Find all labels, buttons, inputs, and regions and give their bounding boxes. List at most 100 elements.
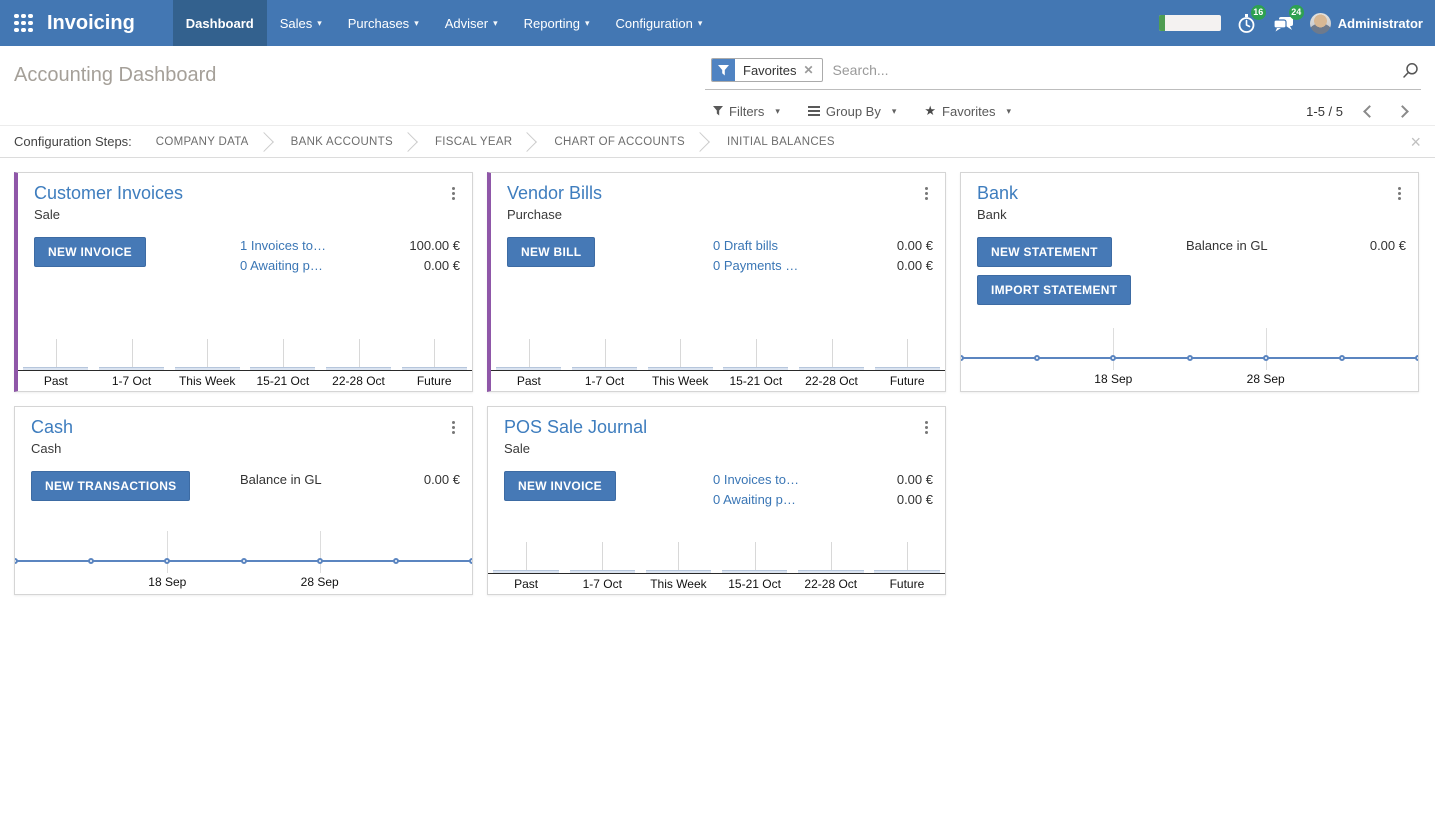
chart-point [1415,355,1418,361]
chart-label: This Week [178,374,236,388]
search-bar: Favorites ✕ [705,54,1421,90]
nav-menu-purchases[interactable]: Purchases ▾ [347,15,419,31]
pager-previous-icon[interactable] [1363,104,1376,118]
apps-grid-icon [14,13,33,33]
top-navbar: Invoicing Dashboard Sales ▾ Purchases ▾ Advis… [0,0,1435,46]
config-step-bank-accounts[interactable]: BANK ACCOUNTS [290,135,393,148]
journal-stat-link[interactable]: 0 Draft bills [713,238,779,253]
bar-value [23,367,89,370]
bar-value [645,570,712,573]
step-arrow-icon [690,131,710,152]
nav-menu-sales[interactable]: Sales ▾ [279,15,322,31]
journal-title[interactable]: Cash [31,417,74,437]
journal-graph[interactable]: Past 1-7 Oct This Week 15-21 Oct 22-28 Oct Fu… [488,537,945,594]
config-step-chart-of-accounts[interactable]: CHART OF ACCOUNTS [554,135,685,148]
kebab-menu-icon[interactable] [920,417,933,438]
journal-stat-row: 0 Invoices to… 0.00 € [713,471,933,488]
chart-label: 18 Sep [1094,372,1133,386]
bar-category [640,537,716,573]
chart-point [392,558,399,564]
view-controls: Filters ▾ Group By ▾ ★ Favorites ▾ 1-5 /… [705,103,1421,119]
bar-category [245,334,321,370]
pager: 1-5 / 5 [1306,104,1421,119]
activities-button[interactable]: 16 [1236,4,1266,34]
config-step-company-data[interactable]: COMPANY DATA [155,135,249,148]
chart-point [316,558,323,564]
journal-title[interactable]: Vendor Bills [507,183,603,203]
new-transactions-button[interactable]: NEW TRANSACTIONS [31,471,191,501]
bar-value [571,367,638,370]
new-bill-button[interactable]: NEW BILL [507,237,596,267]
app-brand[interactable]: Invoicing [47,11,135,34]
apps-menu-button[interactable] [0,0,45,46]
journal-graph[interactable]: 18 Sep 28 Sep [15,523,472,594]
new-invoice-button[interactable]: NEW INVOICE [504,471,616,501]
kebab-menu-icon[interactable] [447,417,460,438]
journal-type: Purchase [507,207,562,222]
chart-label: 22-28 Oct [804,577,858,591]
journal-stat-link[interactable]: 0 Payments … [713,258,799,273]
journal-stat-link[interactable]: 0 Awaiting p… [240,258,323,273]
activities-badge: 16 [1250,4,1266,20]
x-axis-line [18,370,472,371]
axis-tick [434,339,436,370]
journal-stat-row: Balance in GL 0.00 € [1186,237,1406,254]
new-invoice-button[interactable]: NEW INVOICE [34,237,146,267]
axis-tick [602,542,604,573]
close-icon[interactable]: × [1410,131,1421,152]
group-by-button[interactable]: Group By ▾ [807,104,896,119]
bar-category [18,334,94,370]
journal-type: Sale [504,441,531,456]
favorites-button[interactable]: ★ Favorites ▾ [924,103,1012,119]
search-icon[interactable] [1402,62,1419,79]
kebab-menu-icon[interactable] [920,183,933,204]
new-statement-button[interactable]: NEW STATEMENT [977,237,1112,267]
journal-stat-label: Balance in GL [1186,238,1268,253]
journal-graph[interactable]: Past 1-7 Oct This Week 15-21 Oct 22-28 Oct Fu… [491,334,945,391]
nav-menu-reporting[interactable]: Reporting ▾ [523,15,590,31]
journal-title[interactable]: Customer Invoices [34,183,184,203]
user-menu[interactable]: Administrator [1309,12,1423,34]
axis-tick [680,339,682,370]
journal-graph[interactable]: Past 1-7 Oct This Week 15-21 Oct 22-28 Oct Fu… [18,334,472,391]
journal-graph[interactable]: 18 Sep 28 Sep [961,320,1418,391]
messages-button[interactable]: 24 [1272,4,1304,34]
chart-gridline [167,531,169,573]
chart-point [164,558,171,564]
messages-icon [1273,16,1293,31]
bar-value [723,367,789,370]
axis-tick [831,339,833,370]
chart-gridline [319,531,321,573]
x-axis-line [491,370,945,371]
config-step-fiscal-year[interactable]: FISCAL YEAR [434,135,513,148]
nav-menu-configuration[interactable]: Configuration ▾ [615,15,703,31]
pager-next-icon[interactable] [1396,104,1409,118]
axis-tick [131,339,133,370]
bar-value [496,367,562,370]
facet-label: Favorites ✕ [743,62,814,78]
journal-stat-link[interactable]: 0 Awaiting p… [713,492,796,507]
nav-menu-adviser[interactable]: Adviser ▾ [444,15,498,31]
config-step-initial-balances[interactable]: INITIAL BALANCES [726,135,835,148]
kebab-menu-icon[interactable] [1393,183,1406,204]
bar-category [642,334,718,370]
import-statement-button[interactable]: IMPORT STATEMENT [977,275,1132,305]
journal-title[interactable]: POS Sale Journal [504,417,648,437]
chart-point [1338,355,1345,361]
journal-title[interactable]: Bank [977,183,1019,203]
chart-point [1034,355,1041,361]
journal-stat-link[interactable]: 1 Invoices to… [240,238,326,253]
avatar [1309,12,1331,34]
kebab-menu-icon[interactable] [447,183,460,204]
chart-label: 28 Sep [1246,372,1285,386]
nav-menu-dashboard[interactable]: Dashboard [172,0,267,46]
planner-progressbar[interactable] [1158,15,1221,31]
remove-facet-icon[interactable]: ✕ [803,63,814,77]
x-axis-line [488,573,945,574]
journal-card-pos-sale-journal: POS Sale Journal Sale NEW INVOICE 0 Invo… [487,406,946,595]
bar-value [874,367,940,370]
journal-stat-link[interactable]: 0 Invoices to… [713,472,799,487]
filters-button[interactable]: Filters ▾ [713,104,780,119]
dashboard-grid: Customer Invoices Sale NEW INVOICE 1 Inv… [0,158,1435,609]
search-input[interactable] [822,62,1402,78]
